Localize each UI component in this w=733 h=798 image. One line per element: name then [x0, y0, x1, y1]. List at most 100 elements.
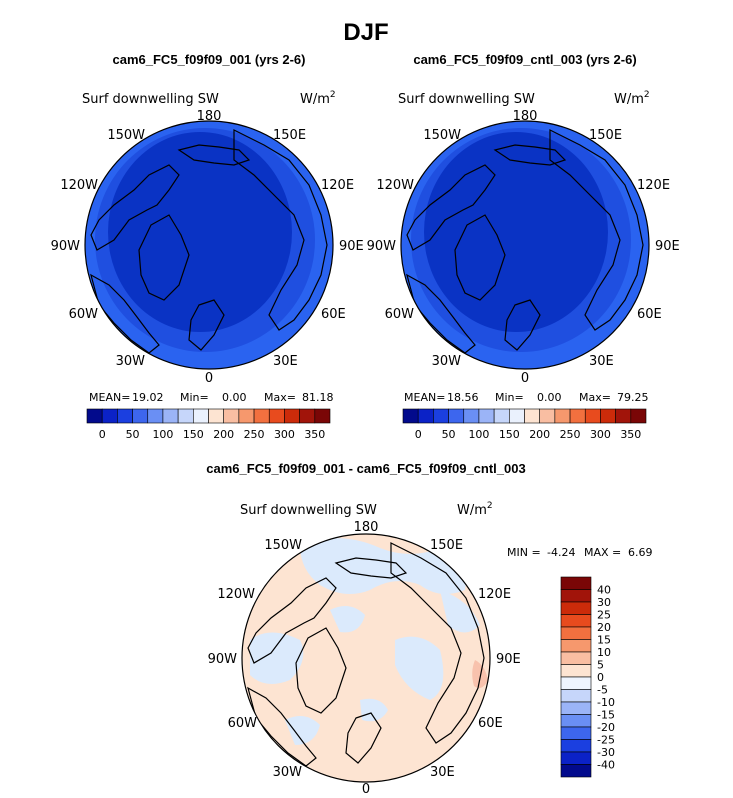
colorbar-tick-label: 15: [597, 634, 611, 647]
panel-b-title: cam6_FC5_f09f09_cntl_003 (yrs 2-6): [413, 52, 636, 67]
colorbar-swatch: [560, 589, 592, 603]
panel-c-lon-label: 30W: [273, 765, 303, 780]
colorbar-swatch: [560, 701, 592, 715]
colorbar-tick-label: 150: [499, 428, 520, 441]
panel-b-lon-label: 60W: [385, 307, 415, 322]
colorbar-swatch: [560, 689, 592, 703]
panel-c-lon-label: 90E: [496, 652, 521, 667]
panel-c-lon-label: 60E: [478, 716, 503, 731]
panel-c-lon-label: 120W: [217, 587, 255, 602]
panel-a-lon-label: 90W: [51, 239, 81, 254]
panel-c-units: W/m2: [457, 501, 493, 518]
colorbar-tick-label: 200: [529, 428, 550, 441]
colorbar-swatch: [177, 408, 194, 424]
colorbar-tick-label: 150: [183, 428, 204, 441]
panel-a-mean-label: MEAN=: [89, 391, 130, 404]
colorbar-tick-label: 250: [244, 428, 265, 441]
colorbar-swatch: [86, 408, 103, 424]
panel-c-lon-label: 120E: [478, 587, 511, 602]
colorbar-tick-label: 300: [274, 428, 295, 441]
panel-a-lon-label: 180: [197, 109, 222, 124]
colorbar-swatch: [560, 614, 592, 628]
panel-b-min-value: 0.00: [537, 391, 562, 404]
panel-c-lon-label: 0: [362, 782, 370, 797]
panel-c-lon-label: 150W: [264, 538, 302, 553]
colorbar-swatch: [560, 651, 592, 665]
panel-a-units: W/m2: [300, 90, 336, 107]
colorbar-swatch: [299, 408, 316, 424]
colorbar-swatch: [162, 408, 179, 424]
colorbar-swatch: [560, 764, 592, 778]
colorbar-tick-label: -20: [597, 721, 615, 734]
panel-b-colorbar: [402, 408, 647, 424]
panel-a-mean-value: 19.02: [132, 391, 164, 404]
panel-b-colorbar-ticks: 0 50 100 150 200 250 300 350: [415, 428, 642, 441]
panel-a-lon-label: 60E: [321, 307, 346, 322]
colorbar-tick-label: 50: [442, 428, 456, 441]
colorbar-tick-label: 40: [597, 584, 611, 597]
colorbar-swatch: [560, 576, 592, 590]
colorbar-swatch: [560, 601, 592, 615]
panel-model-a: cam6_FC5_f09f09_001 (yrs 2-6) Surf downw…: [51, 52, 364, 441]
colorbar-swatch: [560, 739, 592, 753]
panel-b-core: [424, 132, 608, 332]
panel-c-lon-label: 30E: [430, 765, 455, 780]
panel-a-core: [108, 132, 292, 332]
panel-a-map: [84, 120, 334, 370]
panel-c-map: [241, 533, 491, 783]
colorbar-tick-label: 100: [152, 428, 173, 441]
panel-a-max-value: 81.18: [302, 391, 334, 404]
colorbar-swatch: [539, 408, 556, 424]
colorbar-swatch: [208, 408, 224, 424]
season-title: DJF: [343, 19, 388, 46]
colorbar-swatch: [560, 751, 592, 765]
panel-c-max-label: MAX =: [584, 546, 621, 559]
panel-b-mean-label: MEAN=: [404, 391, 445, 404]
colorbar-tick-label: 250: [560, 428, 581, 441]
colorbar-tick-label: 50: [126, 428, 140, 441]
panel-c-lon-label: 90W: [208, 652, 238, 667]
colorbar-swatch: [560, 639, 592, 653]
colorbar-swatch: [569, 408, 586, 424]
colorbar-swatch: [493, 408, 510, 424]
colorbar-swatch: [223, 408, 240, 424]
panel-a-title: cam6_FC5_f09f09_001 (yrs 2-6): [113, 52, 306, 67]
colorbar-tick-label: -30: [597, 746, 615, 759]
colorbar-swatch: [117, 408, 133, 424]
colorbar-tick-label: -15: [597, 709, 615, 722]
panel-c-lon-labels: 180 150E 120E 90E 60E 30E 0 30W 60W 90W …: [208, 520, 521, 797]
panel-c-lon-label: 60W: [228, 716, 258, 731]
colorbar-swatch: [600, 408, 616, 424]
panel-a-lon-label: 120E: [321, 178, 354, 193]
panel-a-max-label: Max=: [264, 391, 296, 404]
panel-a-lon-labels: 180 150E 120E 90E 60E 30E 0 30W 60W 90W …: [51, 109, 364, 386]
panel-c-max-value: 6.69: [628, 546, 653, 559]
colorbar-swatch: [509, 408, 525, 424]
panel-a-lon-label: 150E: [273, 128, 306, 143]
colorbar-tick-label: 30: [597, 596, 611, 609]
panel-c-variable: Surf downwelling SW: [240, 503, 377, 518]
panel-c-negative-patches: [250, 538, 480, 745]
panel-b-units: W/m2: [614, 90, 650, 107]
panel-c-min-value: -4.24: [547, 546, 575, 559]
colorbar-tick-label: 10: [597, 646, 611, 659]
colorbar-swatch: [463, 408, 480, 424]
colorbar-tick-label: 0: [597, 671, 604, 684]
panel-b-max-label: Max=: [579, 391, 611, 404]
panel-a-min-value: 0.00: [222, 391, 247, 404]
panel-b-lon-label: 120W: [376, 178, 414, 193]
colorbar-tick-label: -10: [597, 696, 615, 709]
colorbar-tick-label: -40: [597, 759, 615, 772]
panel-c-lon-label: 150E: [430, 538, 463, 553]
colorbar-swatch: [284, 408, 300, 424]
panel-c-colorbar: [560, 576, 592, 778]
colorbar-tick-label: 5: [597, 659, 604, 672]
colorbar-tick-label: 20: [597, 621, 611, 634]
colorbar-swatch: [253, 408, 270, 424]
colorbar-swatch: [147, 408, 164, 424]
panel-b-variable: Surf downwelling SW: [398, 92, 535, 107]
colorbar-swatch: [524, 408, 540, 424]
panel-b-lon-label: 180: [513, 109, 538, 124]
panel-a-lon-label: 150W: [107, 128, 145, 143]
